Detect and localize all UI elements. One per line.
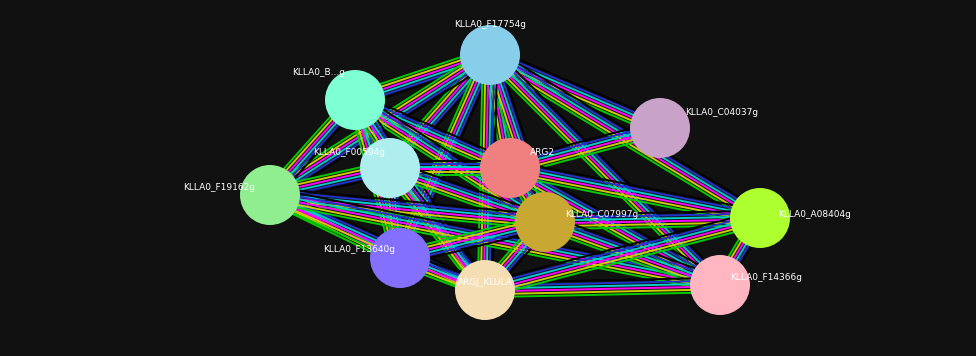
Text: ARGJ_KLULA: ARGJ_KLULA	[458, 278, 512, 287]
Text: KLLA0_F13640g: KLLA0_F13640g	[323, 245, 395, 254]
Circle shape	[455, 260, 515, 320]
Text: KLLA0_F14366g: KLLA0_F14366g	[730, 273, 802, 282]
Circle shape	[480, 138, 540, 198]
Text: KLLA0_C04037g: KLLA0_C04037g	[685, 108, 758, 117]
Text: KLLA0_B...g: KLLA0_B...g	[292, 68, 345, 77]
Circle shape	[325, 70, 385, 130]
Circle shape	[730, 188, 790, 248]
Circle shape	[515, 192, 575, 252]
Circle shape	[460, 25, 520, 85]
Text: KLLA0_F19162g: KLLA0_F19162g	[183, 183, 255, 192]
Text: KLLA0_C07997g: KLLA0_C07997g	[565, 210, 638, 219]
Circle shape	[690, 255, 750, 315]
Circle shape	[630, 98, 690, 158]
Circle shape	[240, 165, 300, 225]
Text: ARG2: ARG2	[530, 148, 555, 157]
Circle shape	[360, 138, 420, 198]
Circle shape	[370, 228, 430, 288]
Text: KLLA0_F17754g: KLLA0_F17754g	[454, 20, 526, 29]
Text: KLLA0_F00594g: KLLA0_F00594g	[313, 148, 385, 157]
Text: KLLA0_A08404g: KLLA0_A08404g	[778, 210, 851, 219]
